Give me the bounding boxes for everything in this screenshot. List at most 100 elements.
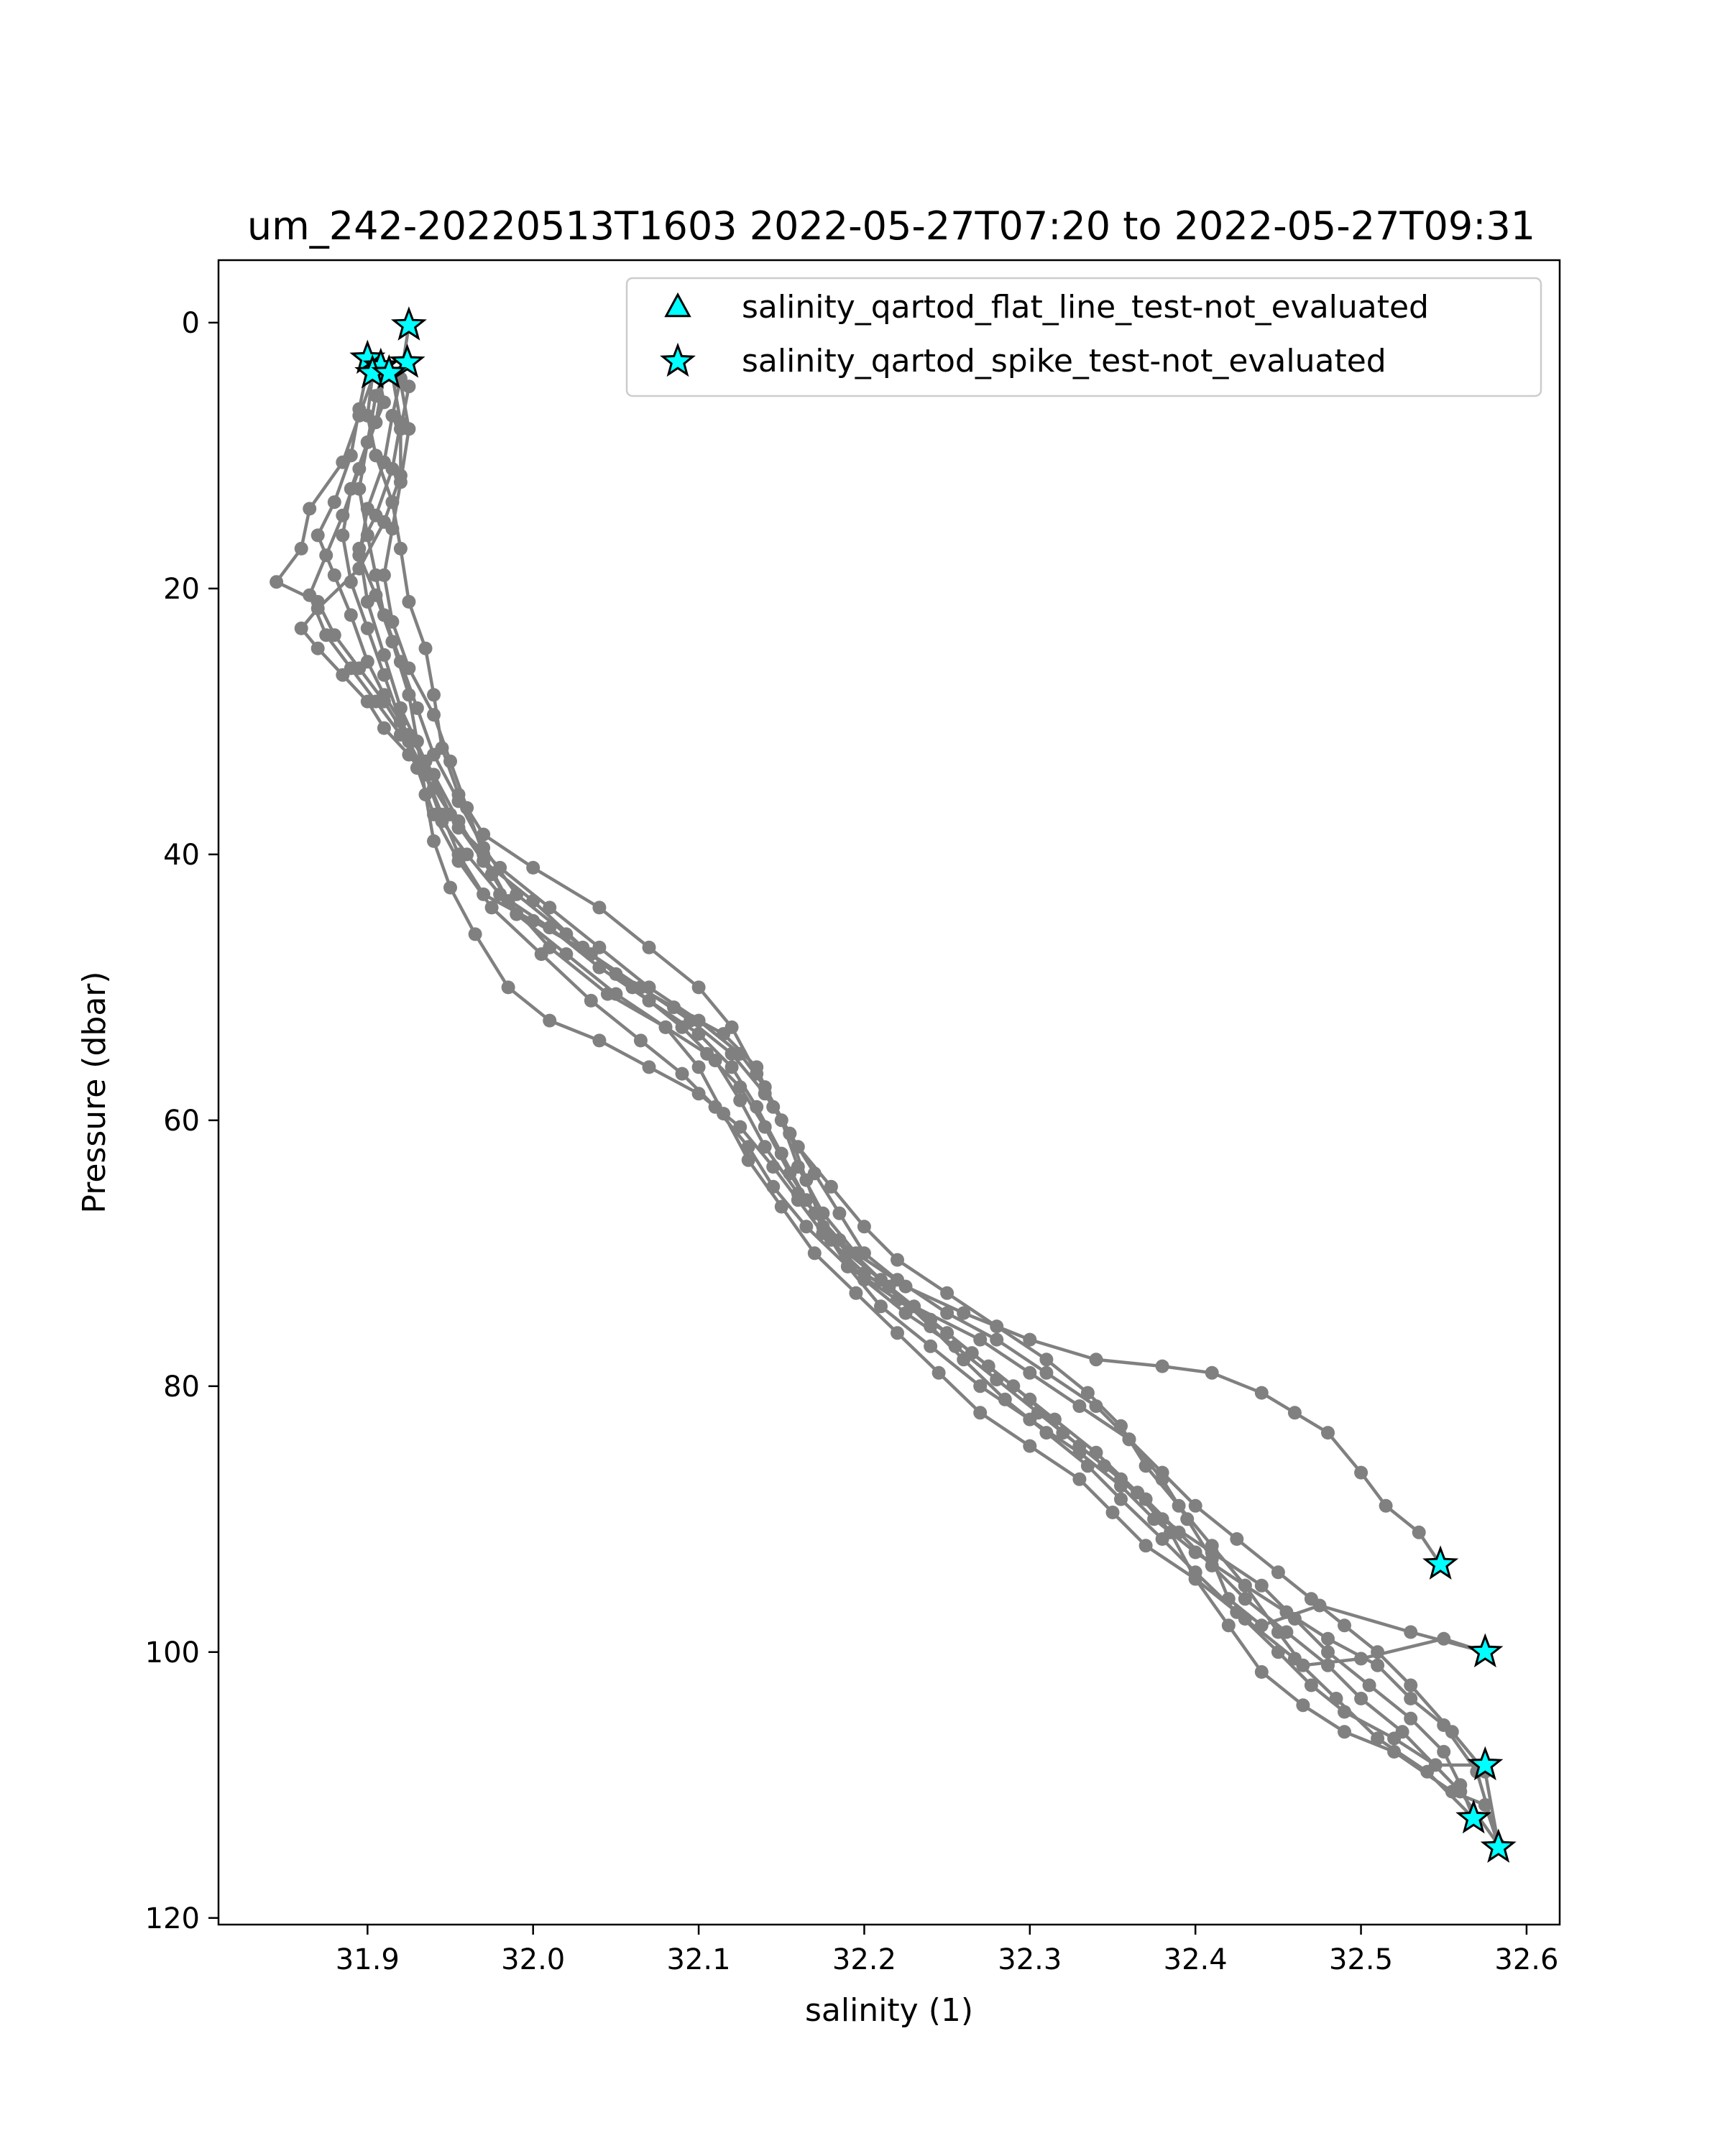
legend-triangle-marker [664, 292, 691, 318]
x-axis-label: salinity (1) [805, 1992, 973, 2029]
data-point [816, 1220, 830, 1234]
data-point [849, 1286, 863, 1300]
data-point [526, 913, 540, 928]
x-tick-label: 32.0 [501, 1943, 565, 1976]
legend-entry-spike: salinity_qartod_spike_test-not_evaluated [660, 342, 1386, 379]
y-axis-ticks: 0 20 40 60 80 100 120 [145, 307, 218, 1935]
data-point [1387, 1745, 1402, 1759]
legend-label-flat-line: salinity_qartod_flat_line_test-not_evalu… [742, 289, 1429, 326]
data-point [609, 967, 623, 981]
data-point [1072, 1472, 1087, 1486]
data-point [691, 980, 706, 995]
data-point [633, 980, 648, 995]
data-point [981, 1359, 995, 1373]
data-point [1304, 1678, 1318, 1692]
data-point [352, 541, 367, 556]
data-point [874, 1299, 888, 1314]
data-point [1238, 1578, 1252, 1593]
data-point [1354, 1465, 1368, 1480]
data-point [1172, 1525, 1186, 1539]
data-point [501, 980, 515, 995]
data-point [402, 594, 416, 609]
data-point [1279, 1605, 1294, 1619]
data-point [1006, 1379, 1021, 1393]
data-point [1039, 1365, 1054, 1380]
data-point [783, 1126, 797, 1141]
data-point [310, 641, 325, 655]
data-point [393, 714, 408, 729]
data-point [393, 701, 408, 715]
data-point [1329, 1692, 1343, 1705]
data-point [377, 694, 391, 709]
y-tick-label: 60 [163, 1105, 200, 1138]
data-point [1238, 1612, 1252, 1626]
data-point [1287, 1651, 1302, 1666]
data-point [973, 1379, 988, 1393]
data-point [460, 801, 474, 815]
data-point [840, 1259, 855, 1273]
data-point [294, 541, 308, 556]
data-point [1321, 1658, 1335, 1672]
data-point [310, 528, 325, 543]
data-point [1321, 1631, 1335, 1646]
data-point [832, 1206, 847, 1220]
chart-title: um_242-20220513T1603 2022-05-27T07:20 to… [247, 203, 1535, 249]
data-point [1354, 1692, 1368, 1705]
legend-star-marker [660, 342, 696, 377]
data-point [1279, 1625, 1294, 1639]
data-point [484, 900, 499, 915]
data-point [1114, 1419, 1128, 1433]
data-point [1478, 1798, 1492, 1812]
data-point [1238, 1592, 1252, 1606]
data-point [1271, 1645, 1285, 1659]
data-point [559, 947, 574, 962]
data-point [592, 1033, 607, 1048]
data-point [1114, 1479, 1128, 1493]
spike-flag-marker [389, 344, 426, 378]
data-point [724, 1020, 739, 1034]
data-point [270, 575, 284, 589]
data-point [642, 1060, 656, 1074]
data-point [1039, 1426, 1054, 1440]
data-point [1155, 1359, 1169, 1373]
data-point [1147, 1512, 1162, 1526]
data-point [891, 1253, 904, 1267]
data-point [1122, 1432, 1136, 1447]
legend-entry-flat-line: salinity_qartod_flat_line_test-not_evalu… [664, 289, 1429, 326]
data-point [774, 1113, 788, 1128]
data-point [758, 1140, 772, 1154]
data-point [1023, 1412, 1037, 1427]
data-point [344, 608, 358, 622]
data-point [799, 1220, 814, 1234]
data-point [1453, 1784, 1468, 1799]
data-point [385, 614, 400, 629]
data-point [377, 668, 391, 682]
data-point [973, 1332, 988, 1347]
data-point [724, 1060, 739, 1074]
data-point [1404, 1711, 1418, 1726]
data-point [1205, 1545, 1219, 1560]
data-point [750, 1067, 764, 1081]
data-point [427, 708, 441, 722]
data-point [891, 1293, 904, 1307]
data-point [691, 1087, 706, 1101]
x-tick-label: 32.3 [998, 1943, 1062, 1976]
data-point [584, 993, 598, 1008]
data-point [1362, 1678, 1376, 1692]
data-point [427, 688, 441, 702]
spike-flag-marker [1422, 1545, 1459, 1580]
data-point [592, 900, 607, 915]
data-point [774, 1146, 788, 1161]
data-point [393, 541, 408, 556]
data-point [336, 528, 350, 543]
data-point [1296, 1698, 1310, 1713]
data-point [435, 741, 449, 755]
data-point [857, 1273, 871, 1287]
data-point [385, 522, 400, 536]
data-point [1221, 1618, 1236, 1633]
data-point [369, 448, 383, 463]
spike-flag-marker [1480, 1828, 1517, 1863]
data-point [427, 807, 441, 821]
data-point [750, 1100, 764, 1114]
data-point [427, 780, 441, 795]
